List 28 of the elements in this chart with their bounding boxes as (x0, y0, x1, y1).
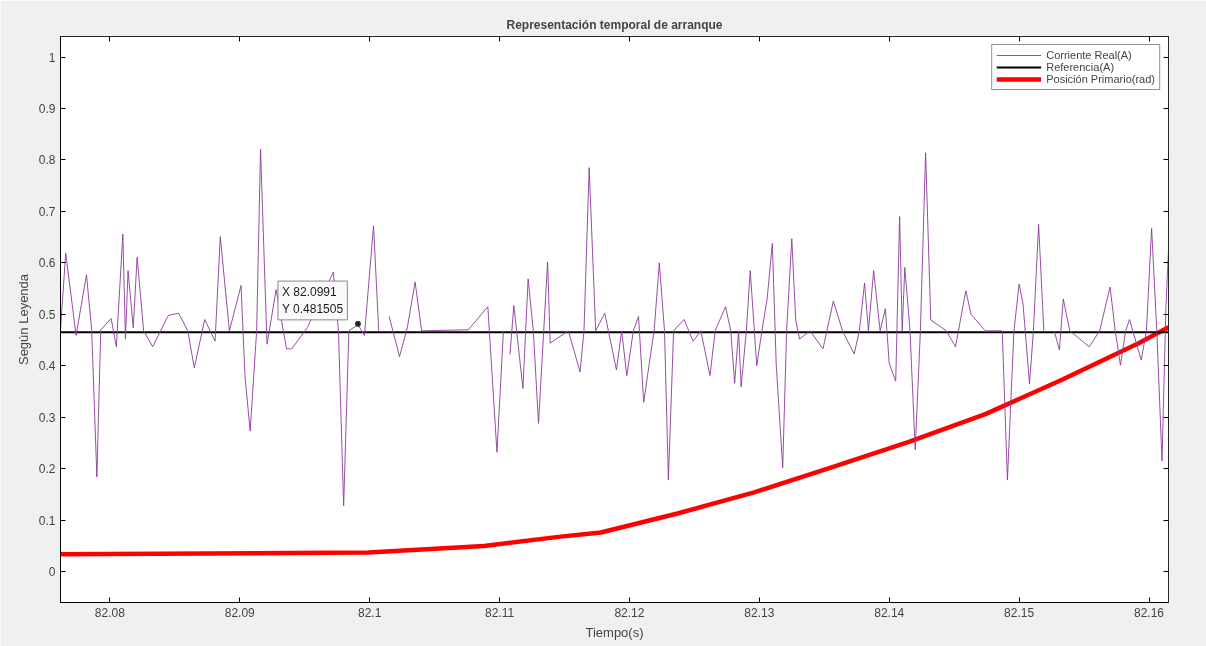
y-tick-label: 0 (48, 565, 56, 580)
y-tick-label: 0.9 (38, 102, 56, 117)
y-tick-label: 0.8 (38, 153, 56, 168)
y-tick-label: 0.1 (38, 513, 56, 528)
legend-label: Referencia(A) (1046, 61, 1115, 73)
x-tick-label: 82.14 (874, 605, 905, 620)
x-tick-label: 82.15 (1004, 605, 1035, 620)
x-tick-label: 82.1 (357, 605, 382, 620)
x-tick-label: 82.09 (224, 605, 256, 620)
y-tick-label: 0.2 (38, 462, 56, 477)
x-axis-title: Tiempo(s) (585, 624, 644, 640)
y-tick-label: 0.4 (38, 359, 56, 374)
x-tick-label: 82.11 (484, 605, 515, 620)
y-tick-label: 0.5 (38, 307, 56, 322)
legend-label: Corriente Real(A) (1046, 49, 1132, 61)
y-tick-label: 1 (48, 50, 56, 65)
y-tick-label: 0.7 (38, 204, 56, 219)
chart-title: Representación temporal de arranque (506, 17, 723, 32)
x-tick-label: 82.12 (614, 605, 645, 620)
y-tick-label: 0.3 (38, 410, 56, 425)
y-tick-label: 0.6 (38, 256, 56, 271)
line-series (60, 324, 1169, 557)
x-tick-label: 82.08 (94, 605, 126, 620)
legend-label: Posición Primario(rad) (1046, 73, 1155, 85)
y-axis-title: Según Leyenda (15, 273, 31, 366)
x-tick-label: 82.16 (1134, 605, 1165, 620)
x-tick-label: 82.13 (744, 605, 775, 620)
annotation: X 82.0991 Y 0.481505 (281, 285, 344, 316)
